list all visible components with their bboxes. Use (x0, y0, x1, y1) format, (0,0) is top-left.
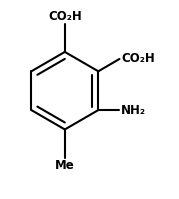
Text: CO₂H: CO₂H (48, 10, 82, 23)
Text: Me: Me (55, 159, 75, 172)
Text: NH₂: NH₂ (121, 103, 146, 117)
Text: CO₂H: CO₂H (121, 53, 155, 65)
